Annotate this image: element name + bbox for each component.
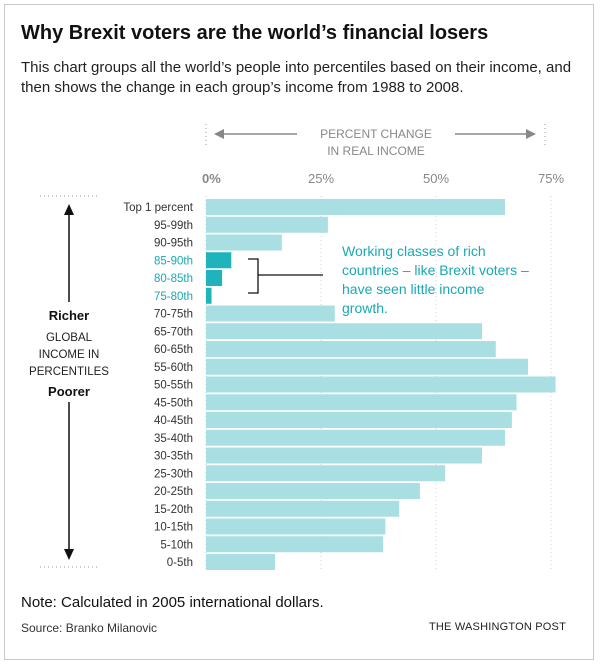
y-axis-title-line: INCOME IN — [39, 349, 100, 361]
category-label: 40-45th — [154, 415, 193, 427]
bar-15-20th — [206, 500, 400, 517]
category-label: 25-30th — [154, 468, 193, 480]
source: Source: Branko Milanovic — [21, 621, 158, 635]
bar-65-70th — [206, 323, 482, 340]
poorer-label: Poorer — [48, 384, 90, 399]
bar-70-75th — [206, 305, 335, 322]
category-label: 35-40th — [154, 433, 193, 445]
bar-60-65th — [206, 341, 496, 357]
axis-header: PERCENT CHANGE IN REAL INCOME — [205, 124, 546, 158]
category-label: 85-90th — [154, 255, 193, 267]
bar-25-30th — [206, 465, 446, 482]
category-label: 65-70th — [154, 326, 193, 338]
category-labels: Top 1 percent 95-99th 90-95th 85-90th 80-85t… — [123, 202, 193, 569]
bar-35-40th — [206, 429, 505, 446]
x-tick-labels: 0% 25% 50% 75% — [202, 171, 564, 186]
bar-75-80th — [206, 287, 212, 304]
bar-0-5th — [206, 554, 275, 570]
category-label: 80-85th — [154, 273, 193, 285]
category-label: 75-80th — [154, 291, 193, 303]
annotation: Working classes of rich countries – like … — [248, 243, 529, 316]
down-arrow-icon — [64, 549, 74, 560]
credit: THE WASHINGTON POST — [428, 621, 566, 633]
bar-40-45th — [206, 412, 512, 428]
category-label: 90-95th — [154, 238, 193, 250]
bar-80-85th — [206, 270, 223, 286]
category-label: 15-20th — [154, 504, 193, 516]
category-label: 95-99th — [154, 220, 193, 232]
bars — [206, 199, 556, 570]
bar-5-10th — [206, 536, 384, 553]
category-label: Top 1 percent — [123, 202, 193, 214]
category-label: 20-25th — [154, 486, 193, 498]
bar-top-1-percent — [206, 199, 505, 215]
note: Note: Calculated in 2005 international d… — [21, 594, 324, 611]
bar-20-25th — [206, 483, 420, 499]
up-arrow-icon — [64, 204, 74, 215]
category-label: 30-35th — [154, 451, 193, 463]
annotation-line: growth. — [342, 300, 388, 316]
category-label: 70-75th — [154, 309, 193, 321]
richer-label: Richer — [49, 308, 89, 323]
right-arrow-icon — [526, 129, 536, 139]
bar-95-99th — [206, 216, 328, 233]
annotation-line: have seen little income — [342, 281, 485, 297]
annotation-bracket — [248, 258, 259, 294]
chart-title: Why Brexit voters are the world’s financ… — [21, 22, 489, 44]
category-label: 50-55th — [154, 380, 193, 392]
left-arrow-icon — [214, 129, 224, 139]
axis-title-line: PERCENT CHANGE — [320, 127, 432, 141]
bar-90-95th — [206, 234, 282, 251]
category-label: 55-60th — [154, 362, 193, 374]
category-label: 45-50th — [154, 397, 193, 409]
annotation-line: Working classes of rich — [342, 243, 486, 259]
bar-30-35th — [206, 447, 482, 464]
chart-subtitle: This chart groups all the world’s people… — [21, 59, 572, 96]
y-axis-title-line: PERCENTILES — [29, 366, 109, 378]
y-axis-legend: Richer GLOBAL INCOME IN PERCENTILES Poorer — [29, 195, 109, 568]
x-tick-label: 75% — [538, 171, 564, 186]
annotation-line: countries – like Brexit voters – — [342, 262, 529, 278]
x-tick-label: 25% — [308, 171, 334, 186]
category-label: 10-15th — [154, 522, 193, 534]
bar-55-60th — [206, 358, 528, 375]
axis-title-line: IN REAL INCOME — [327, 144, 425, 158]
bar-50-55th — [206, 376, 556, 393]
category-label: 60-65th — [154, 344, 193, 356]
bar-45-50th — [206, 394, 517, 411]
bar-10-15th — [206, 518, 386, 535]
x-tick-label: 50% — [423, 171, 449, 186]
x-tick-label: 0% — [202, 171, 221, 186]
category-label: 5-10th — [160, 539, 193, 551]
bar-85-90th — [206, 252, 232, 269]
y-axis-title-line: GLOBAL — [46, 332, 93, 344]
category-label: 0-5th — [167, 557, 193, 569]
